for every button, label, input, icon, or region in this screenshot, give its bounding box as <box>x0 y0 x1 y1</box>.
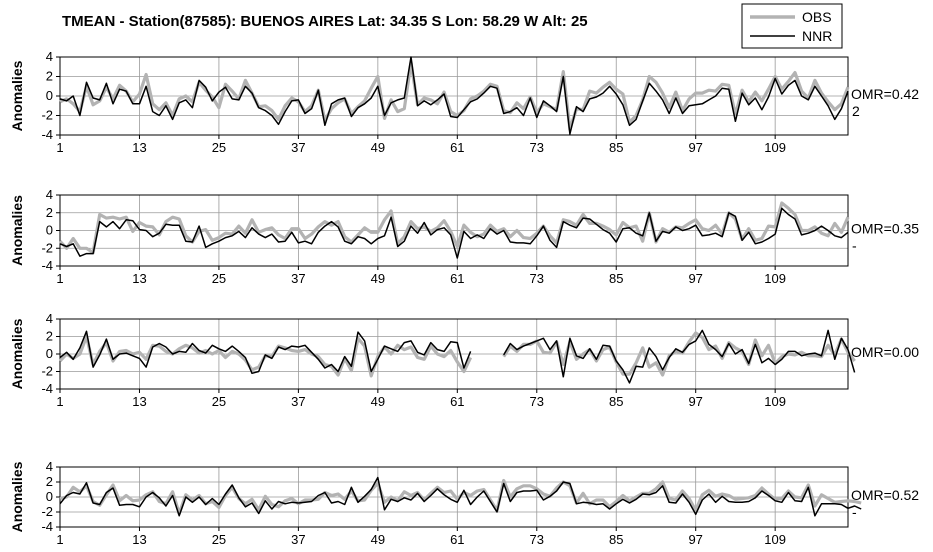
panel-3: 1 13 25 37 49 61 73 85 97 109 4 2 0 -2 -4 Anomalies OMR=… <box>9 311 919 409</box>
plot-frame-1 <box>59 56 849 136</box>
x-tick-label-4-4: 49 <box>371 532 385 547</box>
chart-title: TMEAN - Station(87585): BUENOS AIRES Lat… <box>62 13 588 30</box>
y-tick-label-4-2: 0 <box>46 489 53 504</box>
x-tick-label-3-3: 37 <box>291 394 305 409</box>
x-tick-label-3-8: 97 <box>688 394 702 409</box>
x-tick-label-4-2: 25 <box>212 532 226 547</box>
omr-annotation-2: OMR=0.35 <box>851 221 919 237</box>
legend-label-nnr: NNR <box>802 28 832 44</box>
x-tick-label-3-7: 85 <box>609 394 623 409</box>
x-tick-label-3-4: 49 <box>371 394 385 409</box>
series-line-nnr-2 <box>59 207 849 259</box>
x-tick-label-3-2: 25 <box>212 394 226 409</box>
y-tick-label-4-3: -2 <box>41 504 53 519</box>
x-tick-label-2-5: 61 <box>450 271 464 286</box>
y-tick-label-1-4: -4 <box>41 127 53 142</box>
legend: OBS NNR <box>741 3 843 49</box>
y-tick-label-3-2: 0 <box>46 346 53 361</box>
x-tick-label-3-0: 1 <box>56 394 63 409</box>
x-tick-label-3-6: 73 <box>530 394 544 409</box>
y-tick-label-3-4: -4 <box>41 381 53 396</box>
x-tick-label-1-0: 1 <box>56 140 63 155</box>
x-tick-label-2-1: 13 <box>132 271 146 286</box>
x-tick-label-3-1: 13 <box>132 394 146 409</box>
series-line-obs-1 <box>59 61 850 131</box>
x-tick-label-3-9: 109 <box>764 394 786 409</box>
plot-frame-2 <box>59 194 849 267</box>
omr-annotation-extra-4: - <box>852 504 857 520</box>
x-tick-label-1-8: 97 <box>688 140 702 155</box>
series-line-nnr-1 <box>59 56 849 135</box>
y-tick-label-2-2: 0 <box>46 223 53 238</box>
y-tick-label-2-4: -4 <box>41 258 53 273</box>
x-tick-label-4-6: 73 <box>530 532 544 547</box>
y-tick-label-1-2: 0 <box>46 88 53 103</box>
x-tick-label-4-3: 37 <box>291 532 305 547</box>
series-line-obs-2 <box>58 201 850 255</box>
y-tick-label-3-1: 2 <box>46 329 53 344</box>
y-tick-label-3-3: -2 <box>41 364 53 379</box>
x-tick-label-4-7: 85 <box>609 532 623 547</box>
omr-annotation-extra-2: - <box>852 238 857 254</box>
panel-2: 1 13 25 37 49 61 73 85 97 109 4 2 0 -2 -4 Anomalies OMR=… <box>9 187 919 286</box>
y-tick-label-1-1: 2 <box>46 69 53 84</box>
x-tick-label-2-6: 73 <box>530 271 544 286</box>
x-tick-label-2-4: 49 <box>371 271 385 286</box>
x-tick-label-4-1: 13 <box>132 532 146 547</box>
y-axis-label-3: Anomalies <box>9 318 25 389</box>
x-tick-label-1-4: 49 <box>371 140 385 155</box>
omr-annotation-extra-1: 2 <box>852 103 860 119</box>
series-line-nnr-3 <box>59 329 856 384</box>
x-tick-label-4-0: 1 <box>56 532 63 547</box>
y-tick-label-4-0: 4 <box>46 459 53 474</box>
x-tick-label-2-8: 97 <box>688 271 702 286</box>
panel-4: 1 13 25 37 49 61 73 85 97 109 420-2-4 Anomalies OMR=… <box>9 459 919 547</box>
y-tick-label-1-0: 4 <box>46 49 53 64</box>
legend-box <box>741 3 843 49</box>
x-tick-label-1-1: 13 <box>132 140 146 155</box>
y-tick-label-3-0: 4 <box>46 311 53 326</box>
panel-1: 1 13 25 37 49 61 73 85 97 109 4 2 0 -2 -4 Anomalies OMR=… <box>9 49 919 155</box>
x-tick-label-1-3: 37 <box>291 140 305 155</box>
x-tick-label-2-0: 1 <box>56 271 63 286</box>
x-tick-label-4-8: 97 <box>688 532 702 547</box>
y-tick-label-2-0: 4 <box>46 187 53 202</box>
y-axis-label-1: Anomalies <box>9 60 25 131</box>
y-axis-label-4: Anomalies <box>9 461 25 532</box>
y-tick-label-4-4: -4 <box>41 519 53 534</box>
x-tick-label-2-2: 25 <box>212 271 226 286</box>
x-tick-label-1-2: 25 <box>212 140 226 155</box>
x-tick-label-1-6: 73 <box>530 140 544 155</box>
omr-annotation-1: OMR=0.42 <box>851 86 919 102</box>
y-axis-label-2: Anomalies <box>9 195 25 266</box>
x-tick-label-1-5: 61 <box>450 140 464 155</box>
x-tick-label-4-5: 61 <box>450 532 464 547</box>
x-tick-label-2-3: 37 <box>291 271 305 286</box>
x-tick-label-2-9: 109 <box>764 271 786 286</box>
omr-annotation-3: OMR=0.00 <box>851 344 919 360</box>
series-line-nnr-4 <box>59 476 862 517</box>
x-tick-label-4-9: 109 <box>764 532 786 547</box>
y-tick-label-2-1: 2 <box>46 205 53 220</box>
x-tick-label-2-7: 85 <box>609 271 623 286</box>
y-tick-label-1-3: -2 <box>41 108 53 123</box>
x-tick-label-1-9: 109 <box>764 140 786 155</box>
legend-label-obs: OBS <box>802 9 832 25</box>
y-tick-label-4-1: 2 <box>46 474 53 489</box>
omr-annotation-4: OMR=0.52 <box>851 487 919 503</box>
x-tick-label-3-5: 61 <box>450 394 464 409</box>
y-tick-label-2-3: -2 <box>41 240 53 255</box>
x-tick-label-1-7: 85 <box>609 140 623 155</box>
